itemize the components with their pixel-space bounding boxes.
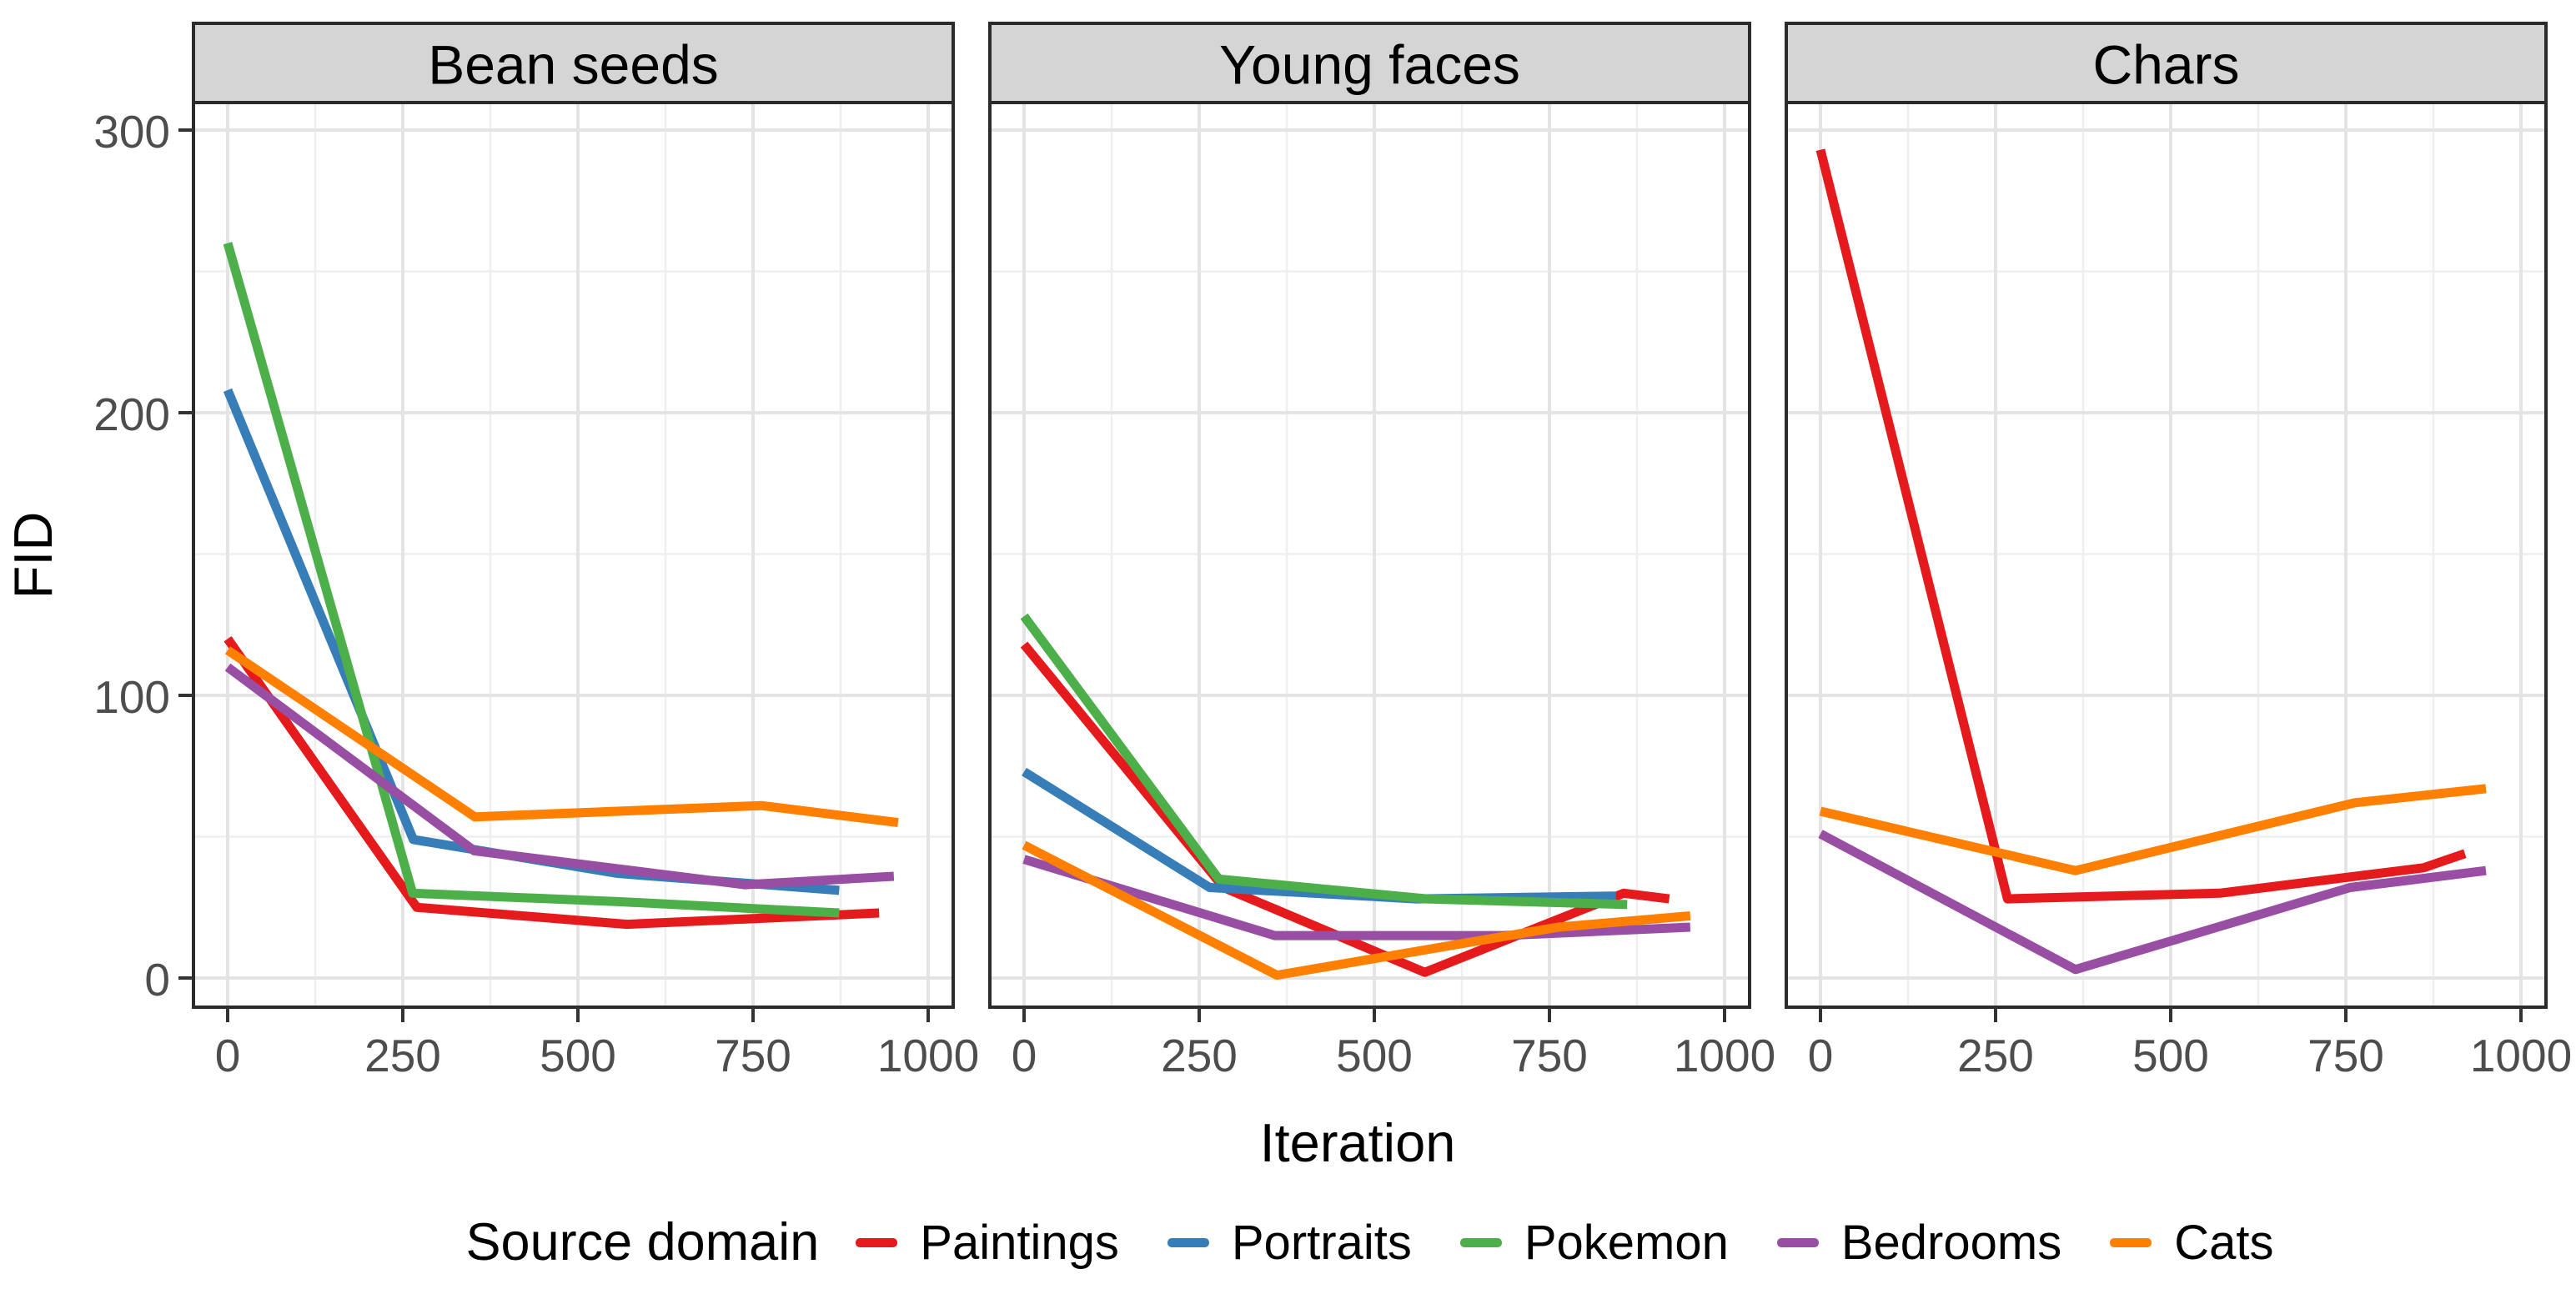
- series-line-cats: [1819, 784, 2487, 875]
- y-tick-label: 200: [93, 389, 170, 440]
- series-line-paintings: [1020, 641, 1670, 977]
- legend-key-cats: [2110, 1237, 2152, 1247]
- y-axis-title: FID: [3, 512, 63, 599]
- legend-items: Paintings Portraits Pokemon Bedrooms Cats: [856, 1215, 2273, 1271]
- x-axis-title: Iteration: [1260, 1112, 1456, 1173]
- facet-panels: Bean seeds 0 250 500 750 1000 0 100 200 300 Young …: [93, 22, 2572, 1081]
- series-line-bedrooms: [1818, 830, 2487, 975]
- legend-key-pokemon: [1459, 1237, 1502, 1247]
- legend-item-paintings: Paintings: [856, 1215, 1119, 1271]
- facet-title: Chars: [2092, 34, 2239, 96]
- legend: Source domain Paintings Portraits Pokemon B…: [193, 1199, 2546, 1286]
- x-tick-label: 1000: [2470, 1030, 2572, 1081]
- legend-item-portraits: Portraits: [1167, 1215, 1412, 1271]
- x-tick-label: 0: [215, 1030, 241, 1081]
- series-line-paintings: [223, 636, 880, 930]
- legend-item-bedrooms: Bedrooms: [1776, 1215, 2062, 1271]
- x-tick-label: 250: [1161, 1030, 1238, 1081]
- legend-item-pokemon: Pokemon: [1459, 1215, 1729, 1271]
- x-tick-label: 250: [364, 1030, 441, 1081]
- legend-key-portraits: [1167, 1237, 1209, 1247]
- x-tick-label: 750: [2307, 1030, 2384, 1081]
- facet-bean-seeds: Bean seeds 0 250 500 750 1000 0 100 200 300: [93, 22, 979, 1081]
- series-line-cats: [224, 646, 899, 828]
- x-tick-label: 1000: [1674, 1030, 1775, 1081]
- y-tick-label: 300: [93, 106, 170, 158]
- legend-label: Cats: [2174, 1215, 2274, 1270]
- legend-key-bedrooms: [1776, 1237, 1819, 1247]
- series-line-paintings: [1815, 148, 2467, 904]
- x-tick-label: 750: [715, 1030, 791, 1081]
- facet-strip: [1785, 22, 2548, 104]
- facet-young-faces: Young faces 0 250 500 750 1000: [988, 22, 1775, 1081]
- facet-chars: Chars 0 250 500 750 1000: [1785, 22, 2572, 1081]
- series-line-bedrooms: [224, 663, 895, 890]
- x-tick-label: 750: [1511, 1030, 1588, 1081]
- x-tick-label: 500: [1336, 1030, 1413, 1081]
- legend-label: Pokemon: [1524, 1215, 1729, 1270]
- series-line-bedrooms: [1022, 855, 1691, 940]
- legend-item-cats: Cats: [2110, 1215, 2273, 1271]
- y-tick-label: 100: [93, 671, 170, 723]
- legend-title: Source domain: [465, 1213, 820, 1271]
- series-line-cats: [1022, 840, 1691, 981]
- x-tick-label: 1000: [877, 1030, 979, 1081]
- series-line-pokemon: [223, 242, 840, 918]
- x-tick-label: 250: [1957, 1030, 2034, 1081]
- series-line-portraits: [1022, 767, 1616, 904]
- series-line-pokemon: [1020, 613, 1628, 910]
- x-tick-label: 500: [540, 1030, 616, 1081]
- facet-strip: [988, 22, 1751, 104]
- y-tick-label: 0: [144, 954, 170, 1006]
- x-tick-label: 500: [2132, 1030, 2209, 1081]
- facet-title: Young faces: [1219, 34, 1520, 96]
- facet-strip: [192, 22, 955, 104]
- x-tick-label: 0: [1808, 1030, 1834, 1081]
- legend-label: Portraits: [1231, 1215, 1412, 1270]
- legend-label: Bedrooms: [1840, 1215, 2062, 1270]
- x-tick-label: 0: [1012, 1030, 1037, 1081]
- legend-key-paintings: [856, 1237, 898, 1247]
- facet-title: Bean seeds: [428, 34, 719, 96]
- legend-label: Paintings: [920, 1215, 1119, 1270]
